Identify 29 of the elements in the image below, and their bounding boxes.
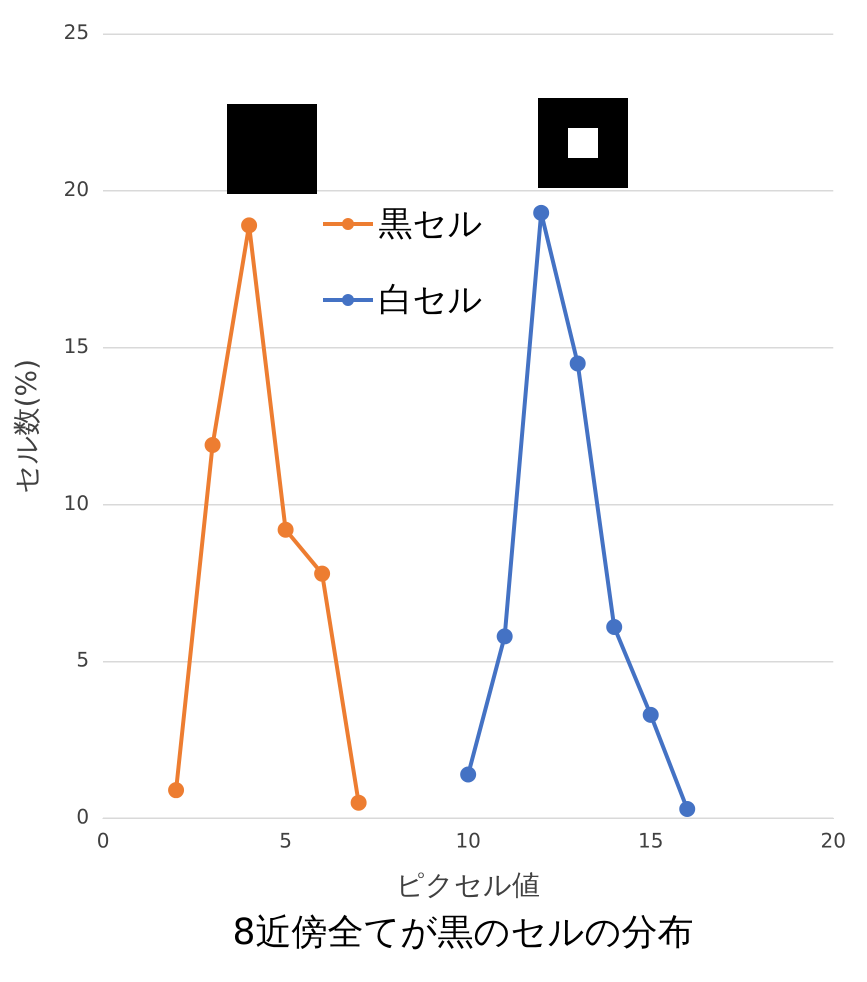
legend-label: 白セル [378,279,482,322]
y-axis-title: セル数(%) [10,358,44,494]
text: 8近傍全てが黒のセルの分布 [232,911,694,955]
point [278,522,294,538]
point [496,628,513,644]
y-tick-label: 25 [64,20,90,44]
y-tick-label: 10 [64,490,90,515]
point [679,800,696,817]
x-tick-label: 15 [638,828,664,853]
point [350,794,367,811]
legend-label: 黒セル [378,203,482,246]
point [606,619,622,636]
x-tick-label: 20 [820,828,846,853]
y-tick-label: 20 [64,177,90,202]
point [204,437,221,454]
point [533,204,550,221]
y-tick-label: 5 [76,648,90,672]
point [241,217,258,234]
point [314,566,330,582]
x-axis-title: ピクセル値 [396,868,540,902]
y-tick-label: 0 [76,804,90,829]
y-tick-label: 15 [64,334,90,358]
x-tick-label: 5 [279,828,292,853]
x-tick-label: 10 [455,828,481,853]
point [168,782,184,798]
x-tick-label: 0 [96,828,110,853]
point [642,706,659,723]
point [460,766,476,782]
point [570,355,586,372]
